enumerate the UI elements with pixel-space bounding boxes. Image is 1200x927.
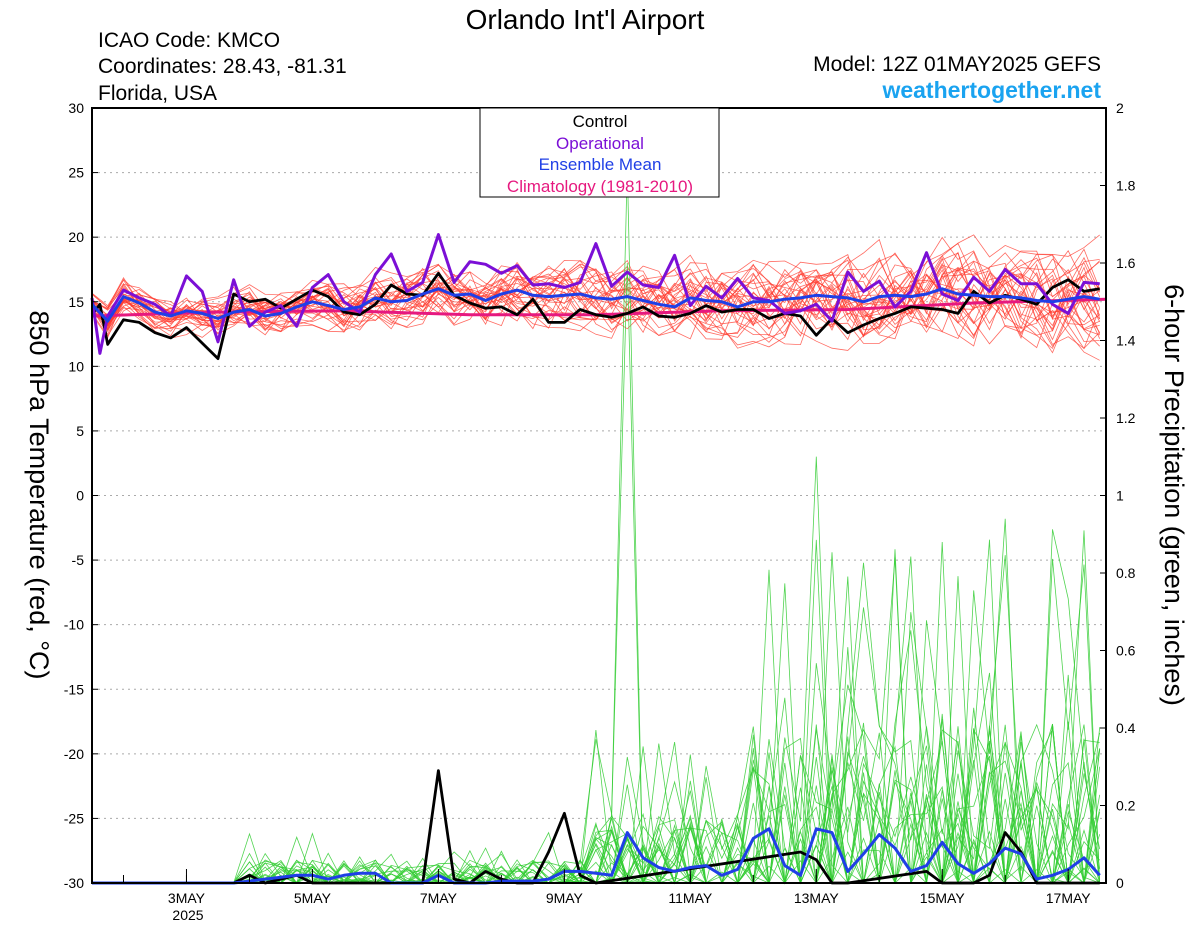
left-tick-label: -10 bbox=[64, 617, 84, 633]
left-tick-label: -20 bbox=[64, 746, 84, 762]
right-tick-label: 1 bbox=[1116, 488, 1124, 504]
temp-member-line bbox=[91, 234, 1100, 347]
temp-member-line bbox=[91, 252, 1100, 348]
highlight-series bbox=[90, 233, 1107, 885]
right-axis: 2 1.8 1.6 1.4 1.2 1 0.8 0.6 0.4 0.2 0 bbox=[1100, 100, 1136, 891]
icao-code: ICAO Code: KMCO bbox=[98, 29, 280, 52]
temp-member-line bbox=[91, 266, 1101, 346]
temp-member-line bbox=[91, 248, 1101, 340]
right-tick-label: 1.6 bbox=[1116, 255, 1136, 271]
temp-member-line bbox=[91, 270, 1101, 336]
left-tick-label: 15 bbox=[68, 294, 84, 310]
x-axis: 3MAY 5MAY 7MAY 9MAY 11MAY 13MAY 15MAY 17MAY bbox=[122, 869, 1092, 906]
x-tick-label: 3MAY bbox=[168, 890, 206, 906]
left-tick-label: 25 bbox=[68, 165, 84, 181]
site-link[interactable]: weathertogether.net bbox=[881, 77, 1101, 103]
legend: Control Operational Ensemble Mean Climat… bbox=[479, 107, 720, 198]
left-tick-label: -5 bbox=[72, 552, 85, 568]
operational-temp-line bbox=[90, 233, 1100, 355]
model-run: Model: 12Z 01MAY2025 GEFS bbox=[813, 53, 1101, 76]
left-tick-label: 5 bbox=[76, 423, 84, 439]
right-tick-label: 0 bbox=[1116, 875, 1124, 891]
x-tick-label: 17MAY bbox=[1046, 890, 1092, 906]
chart-title: Orlando Int'l Airport bbox=[466, 4, 705, 35]
region: Florida, USA bbox=[98, 82, 217, 105]
x-tick-label: 7MAY bbox=[420, 890, 458, 906]
left-tick-label: -25 bbox=[64, 810, 84, 826]
left-tick-label: -30 bbox=[64, 875, 84, 891]
legend-climatology: Climatology (1981-2010) bbox=[507, 177, 693, 196]
right-tick-label: 0.2 bbox=[1116, 798, 1136, 814]
x-tick-label: 11MAY bbox=[668, 890, 712, 906]
left-tick-label: 30 bbox=[68, 100, 84, 116]
legend-operational: Operational bbox=[556, 134, 644, 153]
control-temp-line bbox=[90, 271, 1100, 361]
left-tick-label: 20 bbox=[68, 229, 84, 245]
temp-member-line bbox=[91, 254, 1100, 340]
x-tick-label: 15MAY bbox=[920, 890, 966, 906]
precip-member-line bbox=[92, 557, 1101, 885]
x-tick-label: 13MAY bbox=[794, 890, 840, 906]
ensemble-mean-temp-line bbox=[90, 287, 1100, 323]
legend-control: Control bbox=[573, 112, 628, 131]
ensemble-mean-precip-line bbox=[92, 827, 1101, 885]
left-axis-title: 850 hPa Temperature (red, °C) bbox=[24, 311, 54, 680]
left-tick-label: -15 bbox=[64, 681, 84, 697]
temp-member-line bbox=[91, 254, 1101, 335]
right-tick-label: 0.4 bbox=[1116, 720, 1136, 736]
x-tick-label: 9MAY bbox=[546, 890, 584, 906]
right-tick-label: 1.2 bbox=[1116, 410, 1136, 426]
right-tick-label: 1.8 bbox=[1116, 178, 1136, 194]
right-tick-label: 0.8 bbox=[1116, 565, 1136, 581]
left-tick-label: 10 bbox=[68, 358, 84, 374]
temp-member-line bbox=[91, 250, 1100, 331]
right-axis-title: 6-hour Precipitation (green, inches) bbox=[1159, 284, 1189, 706]
right-tick-label: 2 bbox=[1116, 100, 1124, 116]
x-tick-label: 5MAY bbox=[294, 890, 332, 906]
year-label: 2025 bbox=[172, 907, 203, 923]
left-tick-label: 0 bbox=[76, 488, 84, 504]
legend-ensemble-mean: Ensemble Mean bbox=[539, 155, 662, 174]
right-tick-label: 0.6 bbox=[1116, 643, 1136, 659]
right-tick-label: 1.4 bbox=[1116, 333, 1136, 349]
precip-member-line bbox=[92, 630, 1101, 885]
coordinates: Coordinates: 28.43, -81.31 bbox=[98, 55, 347, 78]
left-axis: 30 25 20 15 10 5 0 -5 -10 -15 -20 -25 -30 bbox=[64, 100, 98, 891]
